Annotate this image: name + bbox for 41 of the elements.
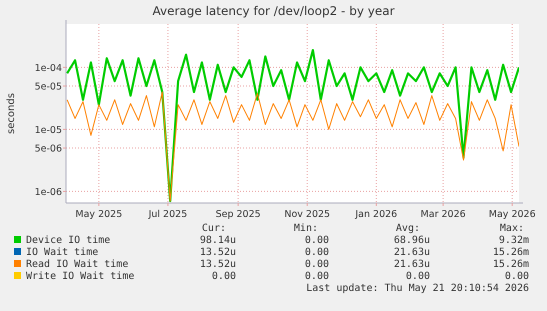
text: Avg:: [396, 223, 420, 234]
x-tick-label: Jul 2025: [148, 209, 188, 220]
x-tick-label: May 2026: [488, 209, 536, 220]
text: Last update: Thu May 21 20:10:54 2026: [306, 283, 529, 294]
legend-label: Read IO Wait time: [26, 259, 128, 270]
x-tick-label: Mar 2026: [420, 209, 466, 220]
text: 13.52u: [200, 247, 236, 258]
legend-label: Device IO time: [26, 235, 110, 246]
y-tick-label: 5e-06: [34, 144, 62, 155]
text: 13.52u: [200, 259, 236, 270]
text: 21.63u: [394, 259, 430, 270]
text: Min:: [294, 223, 318, 234]
text: 0.00: [304, 235, 329, 246]
text: 9.32m: [498, 235, 529, 246]
text: Cur:: [202, 223, 226, 234]
text: 15.26m: [492, 259, 529, 270]
x-tick-label: Nov 2025: [284, 209, 330, 220]
text: 0.00: [212, 271, 236, 282]
text: Max:: [500, 223, 524, 234]
y-tick-label: 1e-05: [34, 124, 62, 136]
text: 0.00: [406, 271, 430, 282]
chart-title: Average latency for /dev/loop2 - by year: [152, 4, 395, 18]
y-axis-title: seconds: [6, 93, 17, 134]
y-tick-label: 1e-04: [34, 62, 62, 74]
line-series: [66, 48, 519, 202]
text: 0.00: [304, 259, 329, 270]
y-tick-label: 1e-06: [34, 186, 62, 198]
text: 68.96u: [394, 235, 430, 246]
line-series: [66, 92, 519, 202]
text: 15.26m: [492, 247, 529, 258]
legend-label: Write IO Wait time: [26, 271, 134, 282]
x-tick-label: Jan 2026: [354, 209, 398, 220]
text: 0.00: [304, 247, 329, 258]
x-tick-label: May 2025: [75, 209, 122, 220]
y-tick-label: 5e-05: [34, 82, 62, 93]
legend-label: IO Wait time: [26, 247, 98, 258]
text: 98.14u: [200, 235, 236, 246]
text: 0.00: [304, 271, 329, 282]
text: 21.63u: [394, 247, 430, 258]
text: 0.00: [504, 271, 529, 282]
x-tick-label: Sep 2025: [216, 209, 261, 220]
